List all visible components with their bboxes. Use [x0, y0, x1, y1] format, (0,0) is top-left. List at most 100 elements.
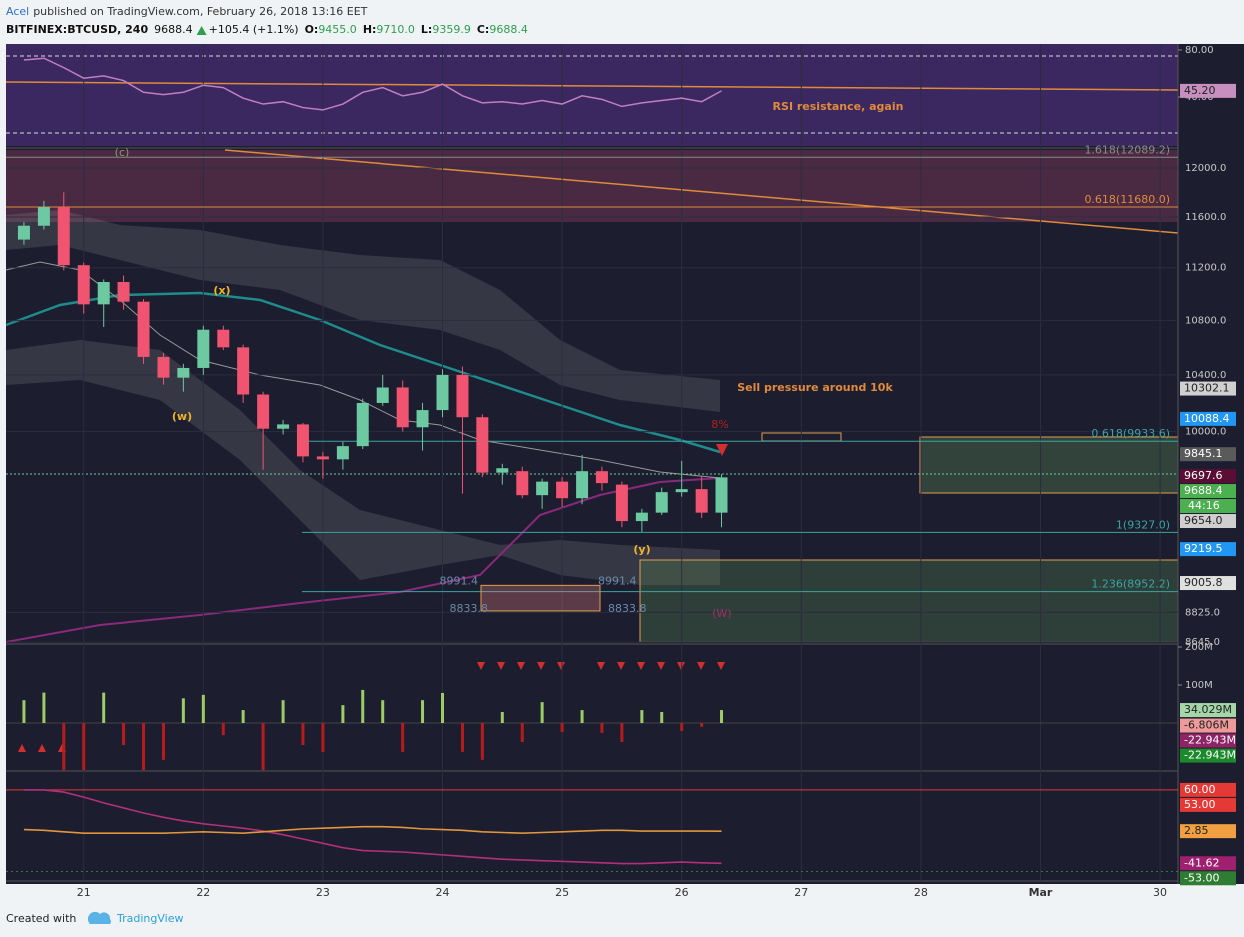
line: [23, 789, 722, 865]
annotation: (c): [115, 146, 130, 159]
candle-body: [157, 356, 170, 378]
target-box: [639, 559, 1179, 643]
chart-background: [6, 44, 1244, 884]
brand[interactable]: TradingView: [116, 912, 183, 925]
ohlc-label: L:: [421, 23, 432, 36]
y-tick-label: 10400.0: [1185, 370, 1226, 381]
candle-body: [336, 446, 349, 460]
candle-body: [576, 471, 589, 499]
fib-label: 0.618(11680.0): [1084, 193, 1170, 206]
x-tick-label: Mar: [1029, 886, 1053, 899]
price-tag-label: 34.029M: [1184, 703, 1232, 716]
price-tag: [1180, 576, 1236, 591]
volume-bar: [540, 702, 544, 724]
volume-bar: [22, 700, 26, 724]
fib-label: 1.618(12089.2): [1084, 143, 1170, 156]
cloud-band: [6, 210, 720, 412]
timer: 44:16: [1188, 499, 1220, 512]
published: published on TradingView.com, February 2…: [33, 5, 367, 18]
candle-body: [695, 489, 708, 513]
volume-bar: [700, 723, 704, 727]
rsi-trendline: [5, 81, 1179, 91]
price-tag: [1180, 703, 1236, 718]
annotation: Sell pressure around 10k: [737, 381, 893, 394]
rsi-background: [6, 44, 1178, 146]
up-arrow: [196, 26, 207, 35]
symbol: BITFINEX:BTCUSD, 240: [6, 23, 148, 36]
annotation: RSI resistance, again: [773, 100, 904, 113]
x-tick-label: 23: [316, 886, 330, 899]
candle-body: [376, 387, 389, 403]
range-label: 8833.8: [608, 602, 647, 615]
volume-bar: [102, 692, 106, 724]
candle-body: [396, 387, 409, 428]
volume-bar: [221, 723, 225, 736]
annotation: (y): [633, 543, 650, 556]
candle-body: [595, 471, 608, 484]
target-box: [919, 436, 1179, 494]
line: [23, 825, 722, 835]
line: [23, 57, 722, 111]
volume-bar: [142, 723, 146, 771]
volume-bar: [181, 698, 185, 724]
candle-body: [655, 492, 668, 513]
price-tag-label: 9697.6: [1184, 469, 1223, 482]
x-tick-label: 21: [77, 886, 91, 899]
price-tag: [1180, 447, 1236, 462]
author[interactable]: Acel: [6, 5, 29, 18]
resistance-zone: [6, 150, 1178, 222]
price-tag-label: 9845.1: [1184, 447, 1223, 460]
price-tag-label: 10302.1: [1184, 382, 1230, 395]
price-tag: [1180, 797, 1236, 812]
candle-body: [615, 484, 628, 522]
x-tick-label: 30: [1153, 886, 1167, 899]
candle-body: [257, 394, 270, 429]
price-tag-label: 9688.4: [1184, 484, 1223, 497]
volume-bar: [301, 723, 305, 746]
candle-body: [416, 410, 429, 428]
candle-body: [37, 207, 50, 226]
price-tag-label: -6.806M: [1184, 719, 1229, 732]
price-tag: [1180, 856, 1236, 871]
volume-bar: [441, 692, 445, 724]
volume-bar: [361, 689, 365, 724]
logo: [87, 911, 111, 924]
price-tag: [1180, 411, 1236, 426]
annotation: (x): [213, 284, 230, 297]
range-label: 8991.4: [440, 574, 479, 587]
candle-body: [296, 424, 309, 457]
volume-bar: [580, 710, 584, 724]
y-tick-label: 11200.0: [1185, 263, 1226, 274]
volume-tick-label: 100M: [1185, 680, 1213, 691]
volume-bar: [600, 723, 604, 733]
annotation: (w): [172, 410, 192, 423]
volume-bar: [381, 700, 385, 724]
candle-body: [17, 225, 30, 240]
range-label: 8991.4: [598, 574, 637, 587]
volume-bar: [620, 723, 624, 742]
volume-bar: [281, 700, 285, 724]
range-box: [480, 584, 601, 612]
volume-tick-label: 200M: [1185, 642, 1213, 653]
price-tag: [1180, 514, 1236, 529]
price-tag: [1180, 469, 1236, 484]
ohlc-value: 9688.4: [489, 23, 528, 36]
x-tick-label: 25: [555, 886, 569, 899]
created-with: Created with: [6, 912, 76, 925]
price-tag-label: 9219.5: [1184, 542, 1223, 555]
volume-bar: [560, 723, 564, 733]
volume-bar: [122, 723, 126, 746]
price-tag-label: 53.00: [1184, 798, 1216, 811]
candle-body: [715, 477, 728, 513]
footer-background: [0, 884, 1244, 937]
ohlc-value: 9710.0: [376, 23, 415, 36]
annotation: (W): [712, 607, 731, 620]
x-tick-label: 22: [196, 886, 210, 899]
volume-bar: [480, 723, 484, 760]
price-tag: [1180, 871, 1236, 886]
price-tag-label: -22.943M: [1184, 749, 1236, 762]
rsi-tick-label: 80.00: [1185, 45, 1214, 56]
price-tag: [1180, 782, 1236, 797]
price-tag: [1180, 824, 1236, 839]
